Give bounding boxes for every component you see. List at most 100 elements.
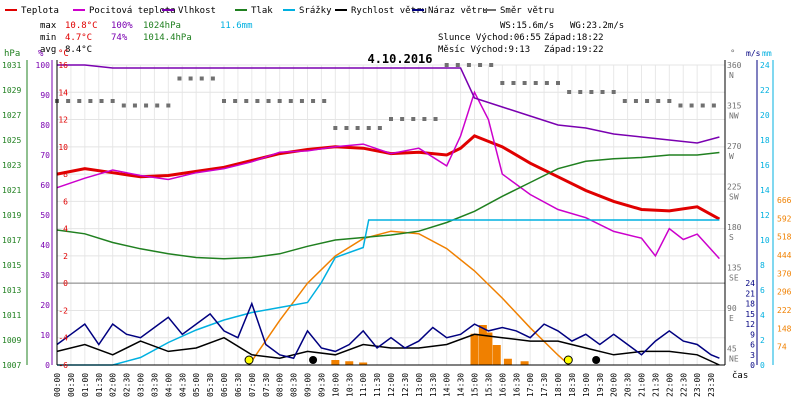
wind-direction-point <box>377 126 382 130</box>
wind-direction-point <box>333 126 338 130</box>
rain-bar <box>470 333 479 365</box>
solar-tick-label: 222 <box>777 306 792 315</box>
hpa-tick-label: 1017 <box>2 236 21 245</box>
temp-tick-label: 2 <box>63 252 68 261</box>
wind-direction-point <box>622 99 627 103</box>
axis-unit-deg: ° <box>730 49 735 59</box>
temp-tick-label: 6 <box>63 197 68 206</box>
hpa-tick-label: 1015 <box>2 261 21 270</box>
sun-marker <box>563 355 573 365</box>
time-tick-label: 00:30 <box>67 373 76 397</box>
ms-tick-label: 18 <box>745 300 755 309</box>
hpa-tick-label: 1009 <box>2 336 21 345</box>
stat-min-hum: 74% <box>111 33 128 43</box>
solar-tick-label: 74 <box>777 343 787 352</box>
wind-direction-point <box>667 99 672 103</box>
wind-direction-point <box>255 99 260 103</box>
wind-direction-point <box>144 103 149 108</box>
moon-marker <box>309 356 318 364</box>
hpa-tick-label: 1013 <box>2 286 21 295</box>
dir-tick-deg: 45 <box>727 345 737 354</box>
temp-tick-label: 10 <box>58 143 68 152</box>
dir-tick-label: S <box>729 233 734 242</box>
solar-tick-label: 592 <box>777 214 792 223</box>
legend-label: Pocitová teplota <box>89 6 176 16</box>
time-tick-label: 08:30 <box>290 373 299 397</box>
time-tick-label: 20:30 <box>624 373 633 397</box>
legend-label: Tlak <box>251 6 273 16</box>
wind-direction-point <box>689 103 694 108</box>
solar-radiation <box>248 230 570 366</box>
time-tick-label: 04:30 <box>178 373 187 397</box>
mm-ms-tick-label: 20 <box>760 111 770 120</box>
legend-label: Teplota <box>21 6 59 16</box>
temp-tick-label: 12 <box>58 116 68 125</box>
time-tick-label: 16:00 <box>498 373 507 397</box>
pct-tick-label: 20 <box>40 301 50 310</box>
wind-direction-point <box>511 81 516 85</box>
time-tick-label: 22:00 <box>665 373 674 397</box>
info-wg: WG:23.2m/s <box>570 21 624 31</box>
mm-ms-tick-label: 0 <box>760 361 765 370</box>
wind-direction-point <box>266 99 271 103</box>
info-sun-set: Západ:18:22 <box>544 33 604 43</box>
wind-direction-point <box>77 99 82 103</box>
wind-direction-point <box>344 126 349 130</box>
solar-tick-label: 666 <box>777 196 792 205</box>
ms-tick-label: 21 <box>745 289 755 298</box>
time-tick-label: 18:30 <box>568 373 577 397</box>
dir-tick-deg: 225 <box>727 183 742 192</box>
wind-direction-point <box>121 103 126 108</box>
hpa-tick-label: 1027 <box>2 111 21 120</box>
wind-direction-point <box>210 76 215 81</box>
wind-direction-point <box>177 76 182 81</box>
stat-max-press: 1024hPa <box>143 21 181 31</box>
legend-label: Směr větru <box>500 6 554 16</box>
wind-direction-point <box>489 63 494 67</box>
dir-tick-label: W <box>729 152 734 161</box>
dir-tick-label: SE <box>729 274 739 283</box>
time-tick-label: 12:30 <box>401 373 410 397</box>
wind-direction-point <box>88 99 93 103</box>
time-tick-label: 20:00 <box>610 373 619 397</box>
axes: 1031102910271025102310211019101710151013… <box>2 60 792 397</box>
wind-direction-point <box>222 99 226 103</box>
wind-direction-point <box>277 99 282 103</box>
info-moon-rise: Měsíc Východ:9:13 <box>438 45 530 55</box>
temp-tick-label: -6 <box>58 361 68 370</box>
ms-tick-label: 24 <box>745 279 755 288</box>
ms-tick-label: 3 <box>750 351 755 360</box>
solar-tick-label: 518 <box>777 233 792 242</box>
wind-direction-point <box>678 103 683 108</box>
pct-tick-label: 0 <box>45 361 50 370</box>
wind-direction-point <box>589 90 594 94</box>
wind-direction-point <box>366 126 371 130</box>
info-ws: WS:15.6m/s <box>500 21 554 31</box>
time-tick-label: 16:30 <box>512 373 521 397</box>
solar-radiation-line <box>248 230 570 366</box>
ms-tick-label: 12 <box>745 320 755 329</box>
hpa-tick-label: 1007 <box>2 361 21 370</box>
axis-unit-pct: % <box>38 49 44 59</box>
mm-ms-tick-label: 2 <box>760 336 765 345</box>
mm-ms-tick-label: 12 <box>760 211 770 220</box>
dir-tick-deg: 360 <box>727 61 742 70</box>
axis-unit-temp: °C <box>58 49 69 59</box>
axis-unit-mm: mm <box>762 49 772 58</box>
time-tick-label: 23:30 <box>707 373 716 397</box>
time-tick-label: 03:00 <box>137 373 146 397</box>
pct-tick-label: 100 <box>36 61 51 70</box>
series-line <box>57 219 720 366</box>
mm-ms-tick-label: 24 <box>760 61 770 70</box>
time-tick-label: 18:00 <box>554 373 563 397</box>
time-tick-label: 05:30 <box>206 373 215 397</box>
wind-direction-point <box>288 99 293 103</box>
time-tick-label: 00:00 <box>53 373 62 397</box>
time-tick-label: 03:30 <box>150 373 159 397</box>
time-tick-label: 21:30 <box>651 373 660 397</box>
temp-tick-label: 0 <box>63 279 68 288</box>
stat-min-label: min <box>40 33 56 43</box>
ms-tick-label: 6 <box>750 341 755 350</box>
wind-direction-point <box>188 76 193 81</box>
hpa-tick-label: 1011 <box>2 311 21 320</box>
